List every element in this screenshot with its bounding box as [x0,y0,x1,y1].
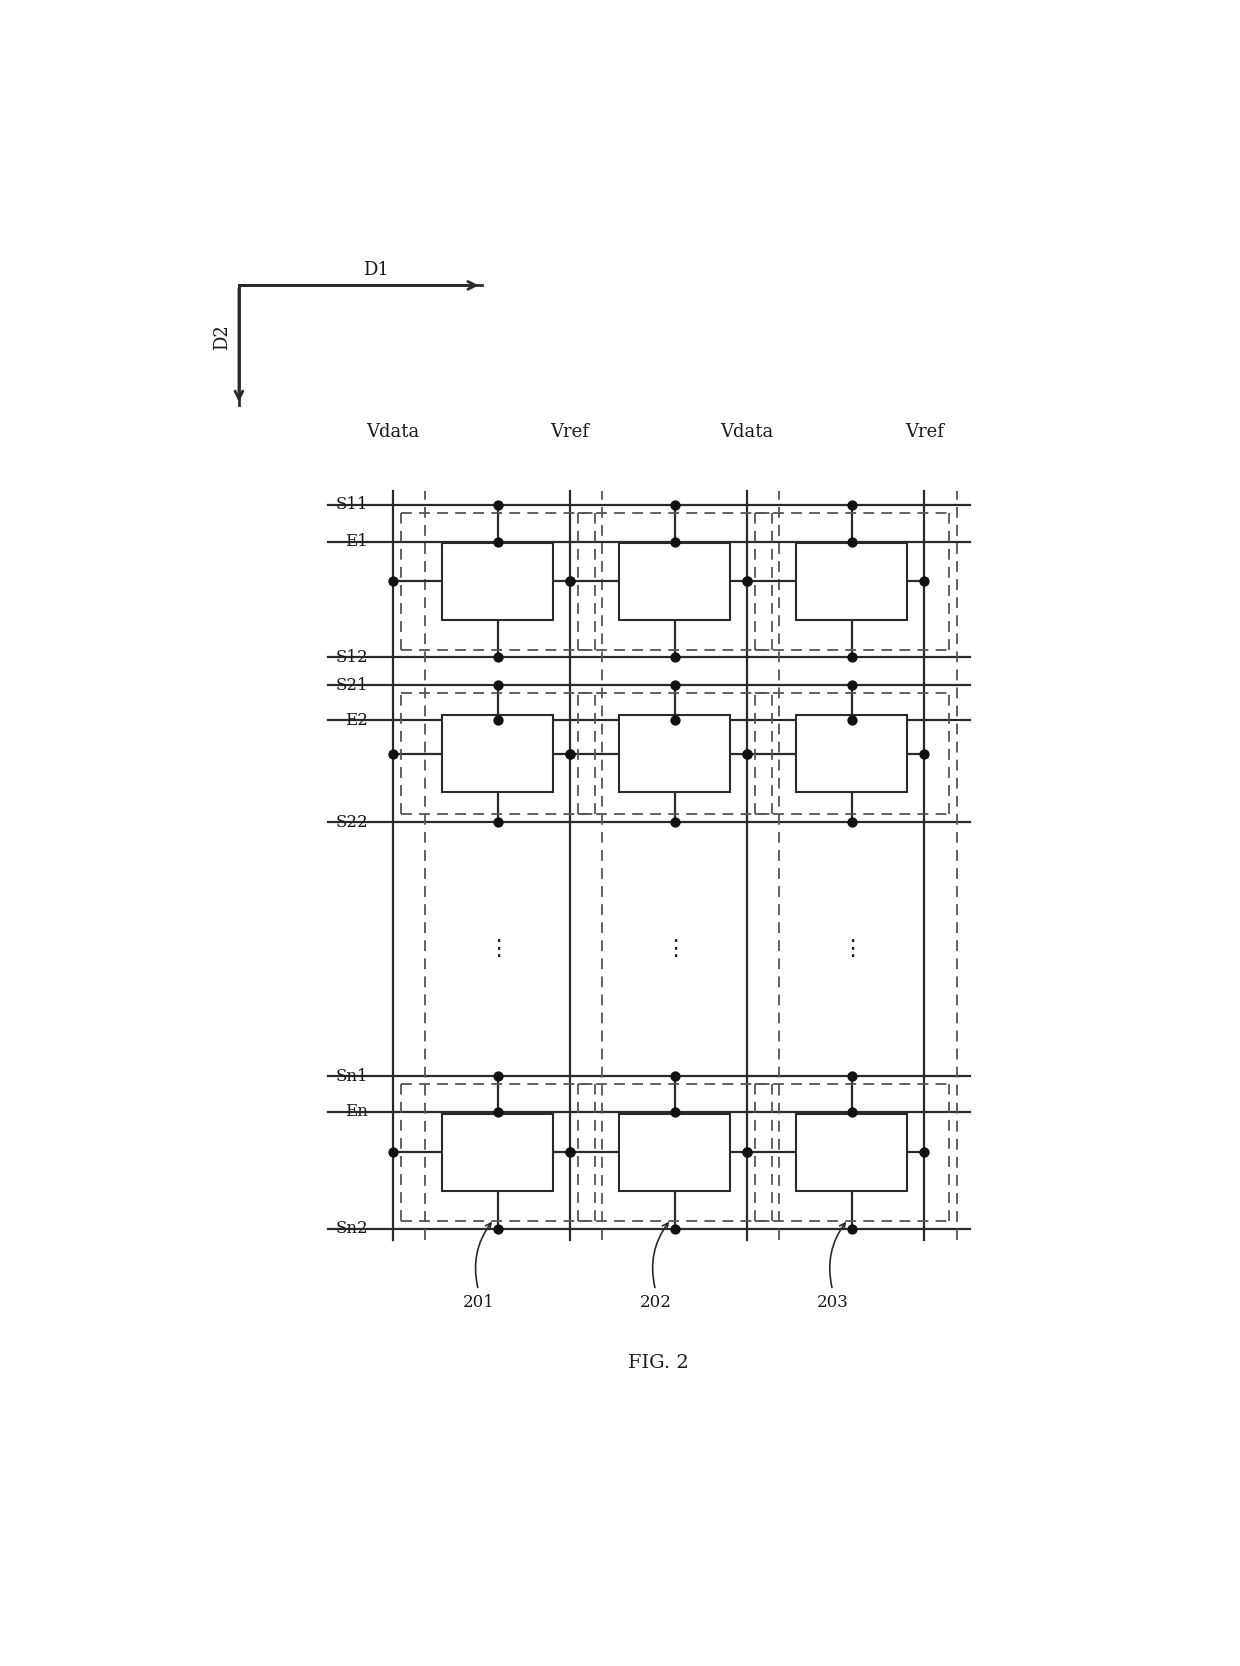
Point [842,645,862,671]
Bar [619,543,730,620]
Point [383,1140,403,1166]
Point [842,1098,862,1125]
Text: S11: S11 [336,496,368,513]
Text: ⋮: ⋮ [663,940,686,960]
Point [383,568,403,595]
Point [487,671,507,698]
Text: D2: D2 [213,325,231,350]
Text: Sn1: Sn1 [336,1068,368,1085]
Point [487,491,507,518]
Point [738,1140,758,1166]
Point [665,491,684,518]
Text: Vdata: Vdata [366,423,419,441]
Point [665,1063,684,1090]
Point [738,1140,758,1166]
Text: S12: S12 [336,648,368,666]
Point [665,808,684,835]
Point [560,740,580,766]
Point [665,1098,684,1125]
Text: Sn2: Sn2 [336,1220,368,1238]
Text: Vdata: Vdata [720,423,774,441]
Point [665,671,684,698]
Point [738,740,758,766]
Point [487,1063,507,1090]
Text: 202: 202 [640,1294,671,1311]
Bar [619,1115,730,1191]
Point [914,1140,934,1166]
Text: 203: 203 [817,1294,848,1311]
Text: ⋮: ⋮ [486,940,508,960]
Text: Vref: Vref [551,423,589,441]
Point [560,568,580,595]
Point [665,706,684,733]
Text: En: En [346,1103,368,1120]
Bar [443,715,553,791]
Point [842,491,862,518]
Point [383,740,403,766]
Bar [443,1115,553,1191]
Point [738,740,758,766]
Point [842,528,862,555]
Point [665,645,684,671]
Point [842,1063,862,1090]
Text: Vref: Vref [905,423,944,441]
Bar [443,543,553,620]
Point [487,706,507,733]
Point [560,1140,580,1166]
Point [487,1215,507,1241]
Point [842,808,862,835]
Point [487,808,507,835]
Text: FIG. 2: FIG. 2 [629,1354,689,1373]
Text: 201: 201 [463,1294,495,1311]
Text: S21: S21 [336,676,368,693]
Text: E1: E1 [346,533,368,550]
Point [487,528,507,555]
Point [914,740,934,766]
Point [560,568,580,595]
Text: E2: E2 [346,711,368,730]
Bar [796,715,908,791]
Text: ⋮: ⋮ [841,940,863,960]
Point [914,568,934,595]
Bar [796,1115,908,1191]
Text: D1: D1 [362,262,388,280]
Point [487,1098,507,1125]
Bar [796,543,908,620]
Point [738,568,758,595]
Point [842,1215,862,1241]
Point [560,740,580,766]
Point [665,528,684,555]
Point [842,671,862,698]
Point [665,1215,684,1241]
Text: S22: S22 [336,813,368,831]
Point [560,1140,580,1166]
Bar [619,715,730,791]
Point [738,568,758,595]
Point [842,706,862,733]
Point [487,645,507,671]
